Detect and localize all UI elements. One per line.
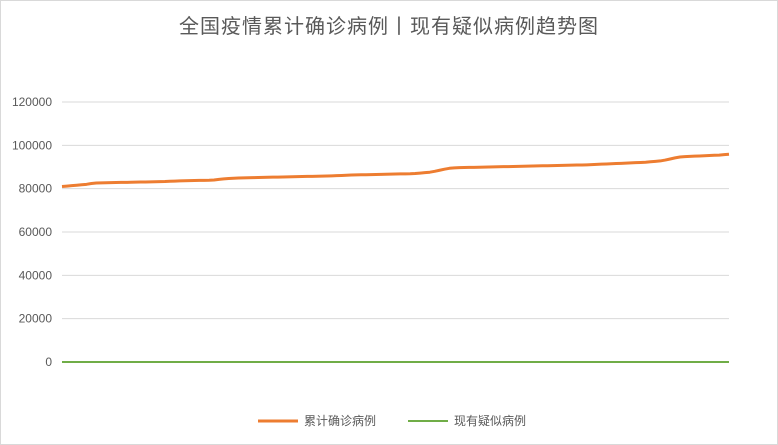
- y-tick-label: 20000: [19, 312, 53, 326]
- gridlines: [62, 101, 729, 363]
- series-lines: [61, 152, 730, 363]
- y-axis-ticks: 0 20000 40000 60000 80000 100000 120000: [12, 95, 52, 369]
- y-tick-label: 40000: [19, 268, 53, 282]
- legend-label: 现有疑似病例: [454, 413, 526, 428]
- y-tick-label: 100000: [12, 138, 52, 152]
- legend-label: 累计确诊病例: [304, 413, 376, 428]
- series-line-1: [61, 152, 730, 188]
- y-tick-label: 0: [45, 355, 52, 369]
- legend: 累计确诊病例 现有疑似病例: [258, 413, 526, 428]
- y-tick-label: 120000: [12, 95, 52, 109]
- chart-title: 全国疫情累计确诊病例丨现有疑似病例趋势图: [179, 14, 599, 38]
- y-tick-label: 80000: [19, 182, 53, 196]
- y-tick-label: 60000: [19, 225, 53, 239]
